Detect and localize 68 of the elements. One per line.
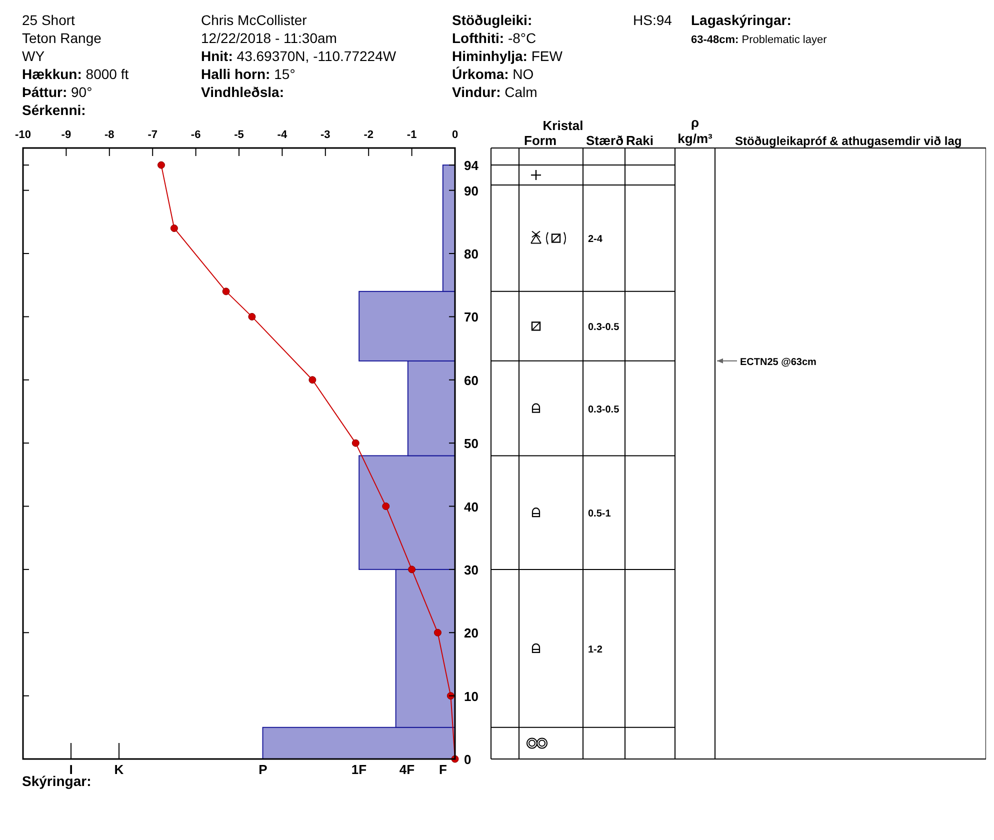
text: Stöðugleiki: xyxy=(452,12,532,28)
category-label: ρ kg/m³ xyxy=(678,115,714,146)
point xyxy=(222,288,230,296)
category-label: Stöðugleikapróf & athugasemdir við lag xyxy=(735,134,962,148)
x2-tick-label: -10 xyxy=(15,129,31,141)
x2-tick-label: -3 xyxy=(320,129,330,141)
text: 63-48cm: Problematic layer xyxy=(691,34,828,46)
point xyxy=(308,376,316,384)
x2-tick-label: -8 xyxy=(104,129,114,141)
point xyxy=(157,161,165,169)
text: Þáttur: 90° xyxy=(22,84,92,100)
y-tick-label: 30 xyxy=(464,562,478,578)
text: Lofthiti: -8°C xyxy=(452,30,536,46)
text: Lagaskýringar: xyxy=(691,12,792,28)
point xyxy=(352,439,360,447)
text: Hækkun: 8000 ft xyxy=(22,66,129,82)
text: Vindur: Calm xyxy=(452,84,538,100)
x2-tick-label: -4 xyxy=(277,129,288,141)
y-tick-label: 90 xyxy=(464,183,478,198)
text: Vindhleðsla: xyxy=(201,84,284,100)
text: Chris McCollister xyxy=(201,12,308,28)
x2-tick-label: -2 xyxy=(364,129,374,141)
category-label: Raki xyxy=(626,133,654,148)
text: K xyxy=(114,762,124,777)
point xyxy=(170,224,178,232)
text: 1-2 xyxy=(588,644,602,656)
y-tick-label: 20 xyxy=(464,626,478,641)
x2-tick-label: -7 xyxy=(148,129,158,141)
point xyxy=(446,692,454,700)
point xyxy=(382,502,390,510)
y-tick-label: 70 xyxy=(464,310,478,325)
text: 0.5-1 xyxy=(588,508,611,520)
text: Kristal xyxy=(542,118,584,133)
text: Halli horn: 15° xyxy=(201,66,296,82)
text: WY xyxy=(22,48,46,64)
y-tick-label: 10 xyxy=(464,688,478,704)
text: Himinhylja: FEW xyxy=(452,48,564,64)
text: 4F xyxy=(399,762,415,777)
y-tick-label: 50 xyxy=(464,436,478,452)
text: Hnit: 43.69370N, -110.77224W xyxy=(201,48,397,64)
y-tick-label: 40 xyxy=(464,499,478,514)
text: HS:94 xyxy=(633,12,672,28)
category-label: Stærð xyxy=(586,133,624,148)
text: F xyxy=(439,762,448,777)
y-tick-label: 60 xyxy=(464,372,478,388)
category-label: Form xyxy=(524,133,556,148)
text: 1F xyxy=(351,762,367,777)
x2-tick-label: 0 xyxy=(452,129,458,141)
text: P xyxy=(258,762,268,777)
point xyxy=(248,312,256,320)
text: 0.3-0.5 xyxy=(588,404,620,416)
text: 0.3-0.5 xyxy=(588,322,620,334)
x2-tick-label: -6 xyxy=(190,129,201,141)
text: Úrkoma: NO xyxy=(452,66,534,82)
point xyxy=(434,628,442,636)
text: 25 Short xyxy=(22,12,76,28)
text: ECTN25 @63cm xyxy=(740,356,817,368)
text: 12/22/2018 - 11:30am xyxy=(201,30,337,46)
x2-tick-label: -5 xyxy=(234,129,244,141)
y-tick-label: 0 xyxy=(464,752,472,767)
x2-tick-label: -9 xyxy=(61,129,72,141)
text: Teton Range xyxy=(22,30,102,46)
point xyxy=(408,566,416,574)
y-tick-label: 94 xyxy=(464,158,480,174)
x2-tick-label: -1 xyxy=(406,129,417,141)
text: Sérkenni: xyxy=(22,102,86,118)
y-tick-label: 80 xyxy=(464,246,478,262)
text: 2-4 xyxy=(588,234,602,246)
